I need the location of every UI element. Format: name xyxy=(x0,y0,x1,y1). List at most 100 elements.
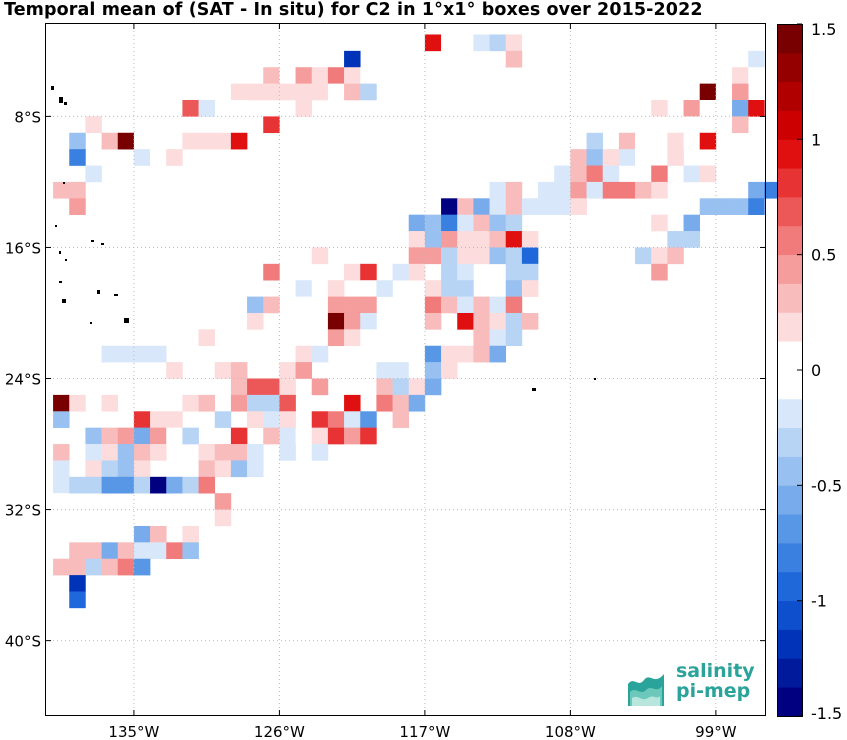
grid-cell xyxy=(247,312,264,330)
grid-cell xyxy=(69,575,86,592)
grid-cell xyxy=(101,444,119,461)
grid-cell xyxy=(441,296,458,314)
grid-cell xyxy=(214,345,232,363)
grid-cell xyxy=(473,312,490,330)
grid-cell xyxy=(53,394,70,412)
grid-cell xyxy=(586,165,604,183)
grid-cell xyxy=(489,198,507,215)
grid-cell xyxy=(150,427,167,445)
grid-cell xyxy=(360,280,377,297)
grid-cell xyxy=(441,263,458,281)
grid-cell xyxy=(101,345,119,363)
grid-cell xyxy=(489,247,507,265)
grid-cell xyxy=(150,525,167,543)
grid-cell xyxy=(699,83,717,101)
island xyxy=(114,294,118,296)
grid-cell xyxy=(53,444,70,461)
grid-cell xyxy=(166,329,183,347)
y-tick-label: 24°S xyxy=(5,371,41,389)
grid-cell xyxy=(748,198,765,215)
grid-cell xyxy=(618,132,636,150)
grid-cell xyxy=(505,280,523,297)
grid-cell xyxy=(133,525,151,543)
grid-cell xyxy=(230,100,248,117)
island xyxy=(62,299,66,303)
grid-cell xyxy=(683,100,701,117)
grid-cell xyxy=(101,558,119,576)
grid-cell xyxy=(279,411,296,428)
grid-cell xyxy=(344,83,361,101)
grid-cell xyxy=(263,296,280,314)
grid-cell xyxy=(198,329,216,347)
grid-cell xyxy=(263,116,280,134)
grid-cell xyxy=(101,476,119,494)
grid-cell xyxy=(489,181,507,199)
grid-cell xyxy=(505,329,523,347)
grid-cell xyxy=(602,181,620,199)
grid-cell xyxy=(538,181,555,199)
island xyxy=(59,281,62,283)
grid-cell xyxy=(230,83,248,101)
grid-cell xyxy=(457,34,474,52)
logo-wave-icon xyxy=(628,674,664,706)
grid-cell xyxy=(570,181,587,199)
grid-cell xyxy=(392,312,410,330)
grid-cell xyxy=(360,312,377,330)
grid-cell xyxy=(489,231,507,248)
grid-cell xyxy=(489,34,507,52)
grid-cell xyxy=(732,116,749,134)
grid-cell xyxy=(230,362,248,379)
grid-cell xyxy=(651,247,668,265)
grid-cell xyxy=(85,476,102,494)
grid-cell xyxy=(117,132,135,150)
grid-cell xyxy=(311,427,329,445)
grid-cell xyxy=(327,280,345,297)
colorbar-swatch xyxy=(777,24,802,54)
grid-cell xyxy=(117,558,135,576)
grid-cell xyxy=(182,427,199,445)
grid-cell xyxy=(133,476,151,494)
grid-cell xyxy=(360,296,377,314)
grid-cell xyxy=(683,165,701,183)
grid-cell xyxy=(635,181,652,199)
colorbar-swatch xyxy=(777,398,802,429)
grid-cell xyxy=(327,427,345,445)
colorbar-tick-label: 0 xyxy=(811,361,821,380)
grid-cell xyxy=(521,198,539,215)
grid-cell xyxy=(182,525,199,543)
grid-cell xyxy=(683,132,701,150)
grid-cell xyxy=(360,329,377,347)
grid-cell xyxy=(457,231,474,248)
colorbar-swatch xyxy=(777,514,802,544)
grid-cell xyxy=(392,296,410,314)
grid-cell xyxy=(53,493,70,510)
grid-cell xyxy=(133,345,151,363)
grid-cell xyxy=(166,411,183,428)
grid-cell xyxy=(150,476,167,494)
grid-cell xyxy=(521,312,539,330)
grid-cell xyxy=(667,247,684,265)
island xyxy=(65,259,67,261)
grid-cell xyxy=(441,345,458,363)
map-grid xyxy=(45,23,766,716)
grid-cell xyxy=(263,411,280,428)
grid-cell xyxy=(150,411,167,428)
grid-cell xyxy=(53,149,70,166)
grid-cell xyxy=(392,263,410,281)
grid-cell xyxy=(327,411,345,428)
grid-cell xyxy=(247,83,264,101)
grid-cell xyxy=(150,444,167,461)
grid-cell xyxy=(618,181,636,199)
grid-cell xyxy=(198,460,216,478)
grid-cell xyxy=(489,312,507,330)
colorbar-swatch xyxy=(777,52,802,83)
colorbar-tick-label: -1.5 xyxy=(811,704,842,723)
grid-cell xyxy=(408,378,426,396)
grid-cell xyxy=(408,263,426,281)
grid-cell xyxy=(247,378,264,396)
grid-cell xyxy=(85,542,102,560)
grid-cell xyxy=(101,394,119,412)
grid-cell xyxy=(295,67,313,84)
grid-cell xyxy=(570,149,587,166)
grid-cell xyxy=(635,149,652,166)
